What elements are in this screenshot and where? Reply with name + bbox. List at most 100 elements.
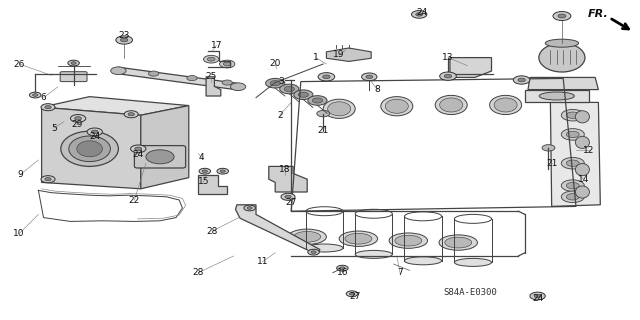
Text: 18: 18 bbox=[279, 165, 291, 174]
Polygon shape bbox=[236, 205, 320, 254]
Circle shape bbox=[566, 182, 579, 189]
Polygon shape bbox=[525, 90, 589, 102]
Circle shape bbox=[311, 251, 316, 253]
Text: 9: 9 bbox=[18, 170, 23, 179]
Text: 21: 21 bbox=[317, 126, 329, 135]
Text: 26: 26 bbox=[13, 60, 25, 68]
Circle shape bbox=[247, 207, 252, 209]
Circle shape bbox=[87, 128, 102, 136]
Text: 3: 3 bbox=[279, 77, 284, 86]
Circle shape bbox=[412, 11, 427, 18]
Circle shape bbox=[41, 104, 55, 111]
Ellipse shape bbox=[61, 131, 118, 166]
Ellipse shape bbox=[494, 98, 517, 112]
Circle shape bbox=[71, 62, 76, 64]
Ellipse shape bbox=[306, 244, 343, 252]
Circle shape bbox=[280, 84, 299, 94]
Circle shape bbox=[92, 130, 98, 133]
Circle shape bbox=[45, 106, 51, 109]
FancyBboxPatch shape bbox=[134, 146, 186, 168]
Text: 25: 25 bbox=[205, 72, 217, 81]
Text: 24: 24 bbox=[417, 8, 428, 17]
Ellipse shape bbox=[539, 92, 575, 100]
Ellipse shape bbox=[575, 111, 589, 123]
Circle shape bbox=[202, 170, 207, 172]
Circle shape bbox=[223, 62, 231, 66]
Ellipse shape bbox=[395, 235, 422, 246]
Polygon shape bbox=[550, 102, 600, 206]
Circle shape bbox=[553, 12, 571, 20]
Ellipse shape bbox=[575, 136, 589, 148]
Circle shape bbox=[222, 80, 232, 85]
Text: 7: 7 bbox=[397, 268, 403, 277]
Ellipse shape bbox=[389, 233, 428, 248]
Ellipse shape bbox=[404, 257, 442, 265]
Circle shape bbox=[561, 129, 584, 140]
Polygon shape bbox=[269, 166, 307, 192]
Text: 15: 15 bbox=[198, 177, 209, 186]
FancyBboxPatch shape bbox=[60, 72, 87, 82]
Text: 4: 4 bbox=[199, 153, 204, 162]
Circle shape bbox=[33, 94, 38, 96]
Circle shape bbox=[284, 86, 294, 92]
Circle shape bbox=[187, 76, 197, 81]
Polygon shape bbox=[141, 106, 189, 189]
Circle shape bbox=[566, 160, 579, 166]
Circle shape bbox=[135, 147, 141, 150]
Circle shape bbox=[566, 112, 579, 118]
Text: 23: 23 bbox=[118, 31, 130, 40]
Circle shape bbox=[281, 193, 295, 200]
Text: 5: 5 bbox=[52, 124, 57, 132]
Circle shape bbox=[349, 292, 355, 295]
Ellipse shape bbox=[381, 97, 413, 116]
Text: 28: 28 bbox=[207, 227, 218, 236]
Text: 22: 22 bbox=[129, 196, 140, 204]
Text: 17: 17 bbox=[211, 41, 222, 50]
Circle shape bbox=[146, 150, 174, 164]
Circle shape bbox=[340, 267, 345, 269]
Circle shape bbox=[444, 74, 452, 78]
Circle shape bbox=[220, 60, 235, 68]
Circle shape bbox=[513, 76, 530, 84]
Ellipse shape bbox=[294, 231, 321, 242]
Circle shape bbox=[29, 92, 41, 98]
Circle shape bbox=[41, 176, 55, 183]
Ellipse shape bbox=[435, 95, 467, 115]
Text: 20: 20 bbox=[269, 59, 281, 68]
Circle shape bbox=[518, 78, 525, 82]
Circle shape bbox=[230, 83, 246, 91]
Circle shape bbox=[561, 157, 584, 169]
Text: 2: 2 bbox=[277, 111, 282, 120]
Text: 8: 8 bbox=[375, 85, 380, 94]
Circle shape bbox=[131, 145, 146, 153]
Circle shape bbox=[285, 195, 291, 198]
Circle shape bbox=[337, 265, 348, 271]
Ellipse shape bbox=[439, 235, 477, 250]
Ellipse shape bbox=[77, 141, 102, 157]
Circle shape bbox=[534, 294, 541, 298]
Polygon shape bbox=[198, 175, 227, 194]
Circle shape bbox=[124, 111, 138, 118]
Circle shape bbox=[566, 131, 579, 138]
Circle shape bbox=[566, 194, 579, 200]
Polygon shape bbox=[206, 77, 221, 96]
Text: 11: 11 bbox=[257, 257, 268, 266]
Circle shape bbox=[346, 291, 358, 297]
Polygon shape bbox=[42, 107, 141, 189]
Text: 6: 6 bbox=[41, 93, 46, 102]
Circle shape bbox=[318, 73, 335, 81]
Circle shape bbox=[68, 60, 79, 66]
Circle shape bbox=[362, 73, 377, 81]
Ellipse shape bbox=[539, 43, 585, 72]
Circle shape bbox=[312, 98, 323, 103]
Text: 24: 24 bbox=[532, 294, 543, 303]
Ellipse shape bbox=[345, 233, 372, 244]
Polygon shape bbox=[42, 97, 189, 115]
Circle shape bbox=[244, 205, 255, 211]
Polygon shape bbox=[326, 48, 371, 61]
Text: 21: 21 bbox=[547, 159, 558, 168]
Ellipse shape bbox=[328, 102, 351, 116]
Text: 24: 24 bbox=[89, 132, 100, 141]
Text: 19: 19 bbox=[333, 50, 345, 59]
Text: 12: 12 bbox=[583, 146, 595, 155]
